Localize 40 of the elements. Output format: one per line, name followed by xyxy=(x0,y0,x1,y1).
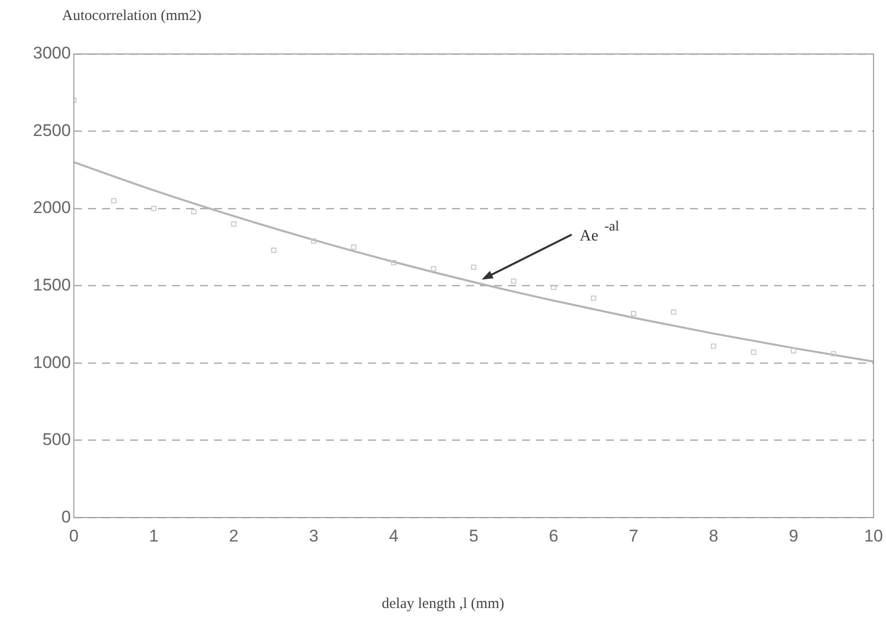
point xyxy=(271,248,276,253)
point xyxy=(670,309,676,315)
point xyxy=(591,296,596,301)
annotation: Ae-al xyxy=(580,220,620,245)
x-tick-label: 6 xyxy=(548,526,558,546)
y-tick-label: 2000 xyxy=(32,198,71,218)
y-tick-label: 2500 xyxy=(32,120,71,140)
y-tick-label: 1000 xyxy=(32,352,71,372)
point xyxy=(631,310,636,316)
x-tick-label: 4 xyxy=(388,526,398,546)
point xyxy=(830,351,836,356)
x-tick-label: 2 xyxy=(229,526,238,546)
y-tick-label: 500 xyxy=(42,430,71,450)
x-axis-title: delay length ,l (mm) xyxy=(380,596,506,613)
point xyxy=(750,350,756,355)
y-tick-label: 0 xyxy=(61,507,71,526)
y-tick-label: 1500 xyxy=(32,275,71,294)
point xyxy=(351,244,356,250)
point xyxy=(151,206,156,212)
point xyxy=(191,209,196,214)
x-tick-label: 8 xyxy=(708,526,718,546)
y-axis-title: Autocorrelation (mm2) xyxy=(62,8,202,25)
x-tick-label: 1 xyxy=(149,526,159,546)
point xyxy=(431,266,436,272)
point xyxy=(710,343,716,349)
x-tick-label: 10 xyxy=(864,526,884,546)
x-tick-label: 3 xyxy=(309,526,318,546)
y-tick-label: 3000 xyxy=(32,44,71,63)
point xyxy=(790,348,796,354)
point xyxy=(511,278,516,284)
line-series xyxy=(74,161,874,363)
point xyxy=(311,238,316,244)
point xyxy=(111,198,116,204)
x-tick-label: 7 xyxy=(628,526,638,546)
point xyxy=(471,264,476,270)
x-tick-label: 5 xyxy=(468,526,478,546)
point xyxy=(551,284,556,290)
point xyxy=(391,260,396,266)
point xyxy=(231,221,236,227)
x-tick-label: 9 xyxy=(788,526,798,546)
